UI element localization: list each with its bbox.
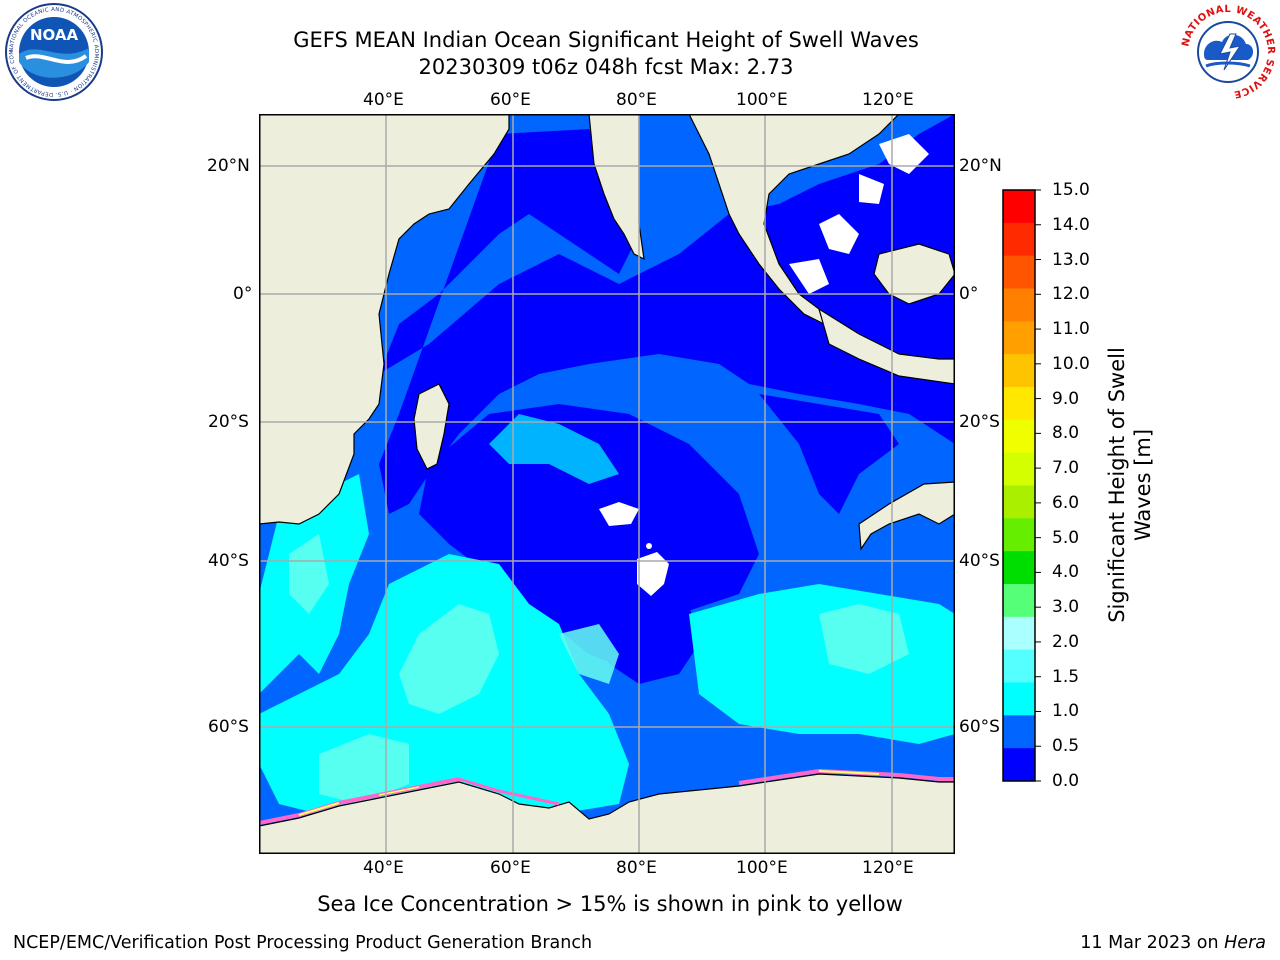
colorbar-segment (1003, 485, 1035, 519)
colorbar-segment (1003, 321, 1035, 355)
x-tick-bottom-80e: 80°E (616, 858, 657, 878)
colorbar-segment (1003, 419, 1035, 454)
y-tick-right-0: 0° (959, 284, 979, 304)
colorbar-label: 1.5 (1052, 666, 1080, 687)
colorbar-label: 9.0 (1052, 388, 1080, 409)
y-tick-left-60s: 60°S (208, 717, 249, 737)
colorbar-segment (1003, 387, 1035, 421)
footer-date-text: 11 Mar 2023 on (1080, 933, 1225, 953)
colorbar-segment (1003, 748, 1035, 782)
y-tick-left-0: 0° (233, 284, 253, 304)
colorbar-segment (1003, 649, 1035, 683)
map-frame (259, 114, 955, 854)
colorbar-segment (1003, 255, 1035, 289)
x-tick-top-60e: 60°E (490, 90, 531, 110)
x-tick-bottom-120e: 120°E (862, 858, 914, 878)
noaa-logo-icon: NATIONAL OCEANIC AND ATMOSPHERIC ADMINIS… (4, 2, 103, 101)
colorbar-frame (1002, 189, 1036, 782)
x-tick-top-80e: 80°E (616, 90, 657, 110)
colorbar-segment (1003, 452, 1035, 486)
colorbar-segment (1003, 616, 1035, 651)
x-tick-bottom-100e: 100°E (736, 858, 788, 878)
colorbar-label: 10.0 (1052, 353, 1090, 374)
colorbar-label: 14.0 (1052, 214, 1090, 235)
colorbar-label: 0.5 (1052, 736, 1080, 757)
map-gridlines (259, 114, 955, 854)
y-tick-right-60s: 60°S (959, 717, 1000, 737)
x-tick-top-40e: 40°E (363, 90, 404, 110)
x-tick-top-120e: 120°E (862, 90, 914, 110)
colorbar-label: 0.0 (1052, 771, 1080, 791)
sea-ice-fringe (259, 768, 955, 825)
x-tick-bottom-40e: 40°E (363, 858, 404, 878)
noaa-logo-text: NOAA (30, 26, 79, 44)
colorbar-label: 7.0 (1052, 458, 1080, 479)
colorbar-label: 12.0 (1052, 284, 1090, 305)
colorbar-title-line2: Waves [m] (1131, 428, 1155, 542)
colorbar-label: 13.0 (1052, 249, 1090, 270)
colorbar-label: 8.0 (1052, 423, 1080, 444)
colorbar-segment (1003, 682, 1035, 716)
map-plot (259, 114, 955, 854)
colorbar-label: 3.0 (1052, 597, 1080, 618)
colorbar-label: 2.0 (1052, 631, 1080, 652)
colorbar-label: 1.0 (1052, 701, 1080, 722)
colorbar-segment (1003, 551, 1035, 585)
chart-title: GEFS MEAN Indian Ocean Significant Heigh… (293, 28, 919, 52)
colorbar-label: 5.0 (1052, 527, 1080, 548)
colorbar-label: 15.0 (1052, 180, 1090, 200)
colorbar (1002, 189, 1041, 782)
colorbar-segment (1003, 222, 1035, 257)
x-tick-bottom-60e: 60°E (490, 858, 531, 878)
y-tick-right-20s: 20°S (959, 412, 1000, 432)
sea-ice-caption: Sea Ice Concentration > 15% is shown in … (317, 892, 903, 916)
y-tick-left-40s: 40°S (208, 551, 249, 571)
chart-subtitle: 20230309 t06z 048h fcst Max: 2.73 (418, 55, 794, 79)
x-tick-top-100e: 100°E (736, 90, 788, 110)
colorbar-segment (1003, 190, 1035, 224)
colorbar-segment (1003, 354, 1035, 388)
colorbar-segment (1003, 518, 1035, 552)
footer-credit: NCEP/EMC/Verification Post Processing Pr… (13, 933, 593, 953)
y-tick-left-20s: 20°S (208, 412, 249, 432)
colorbar-label: 11.0 (1052, 319, 1090, 340)
colorbar-label: 4.0 (1052, 562, 1080, 583)
colorbar-label: 6.0 (1052, 492, 1080, 513)
y-tick-right-20n: 20°N (959, 156, 1002, 176)
footer-host: Hera (1224, 933, 1266, 953)
colorbar-title-line1: Significant Height of Swell (1105, 347, 1129, 623)
nws-logo-icon: NATIONAL WEATHER SERVICE (1180, 4, 1275, 100)
colorbar-segment (1003, 288, 1035, 322)
colorbar-segment (1003, 584, 1035, 618)
footer-date: 11 Mar 2023 on Hera (1080, 932, 1266, 954)
colorbar-segment (1003, 715, 1035, 749)
y-tick-left-20n: 20°N (207, 156, 250, 176)
y-tick-right-40s: 40°S (959, 551, 1000, 571)
